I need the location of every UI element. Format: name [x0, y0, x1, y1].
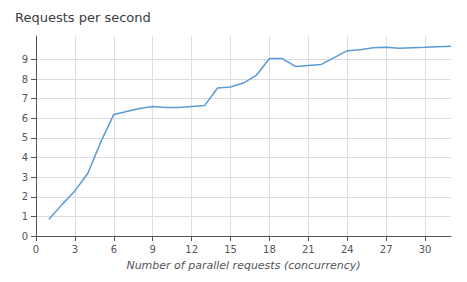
svg-text:9: 9 — [22, 54, 28, 65]
svg-text:24: 24 — [341, 244, 354, 255]
svg-text:2: 2 — [22, 191, 28, 202]
svg-text:Number of parallel requests (c: Number of parallel requests (concurrency… — [126, 259, 360, 272]
svg-text:21: 21 — [302, 244, 315, 255]
svg-text:7: 7 — [22, 93, 28, 104]
svg-text:0: 0 — [33, 244, 39, 255]
svg-text:30: 30 — [419, 244, 432, 255]
svg-text:3: 3 — [72, 244, 78, 255]
svg-text:0: 0 — [22, 231, 28, 242]
svg-text:27: 27 — [380, 244, 393, 255]
svg-text:15: 15 — [224, 244, 237, 255]
svg-text:9: 9 — [150, 244, 156, 255]
svg-text:3: 3 — [22, 172, 28, 183]
svg-text:12: 12 — [185, 244, 198, 255]
svg-text:8: 8 — [22, 74, 28, 85]
svg-text:1: 1 — [22, 211, 28, 222]
svg-text:Requests per second: Requests per second — [15, 10, 151, 25]
svg-text:6: 6 — [111, 244, 117, 255]
svg-text:18: 18 — [263, 244, 276, 255]
svg-text:6: 6 — [22, 113, 28, 124]
svg-text:4: 4 — [22, 152, 28, 163]
svg-text:5: 5 — [22, 132, 28, 143]
